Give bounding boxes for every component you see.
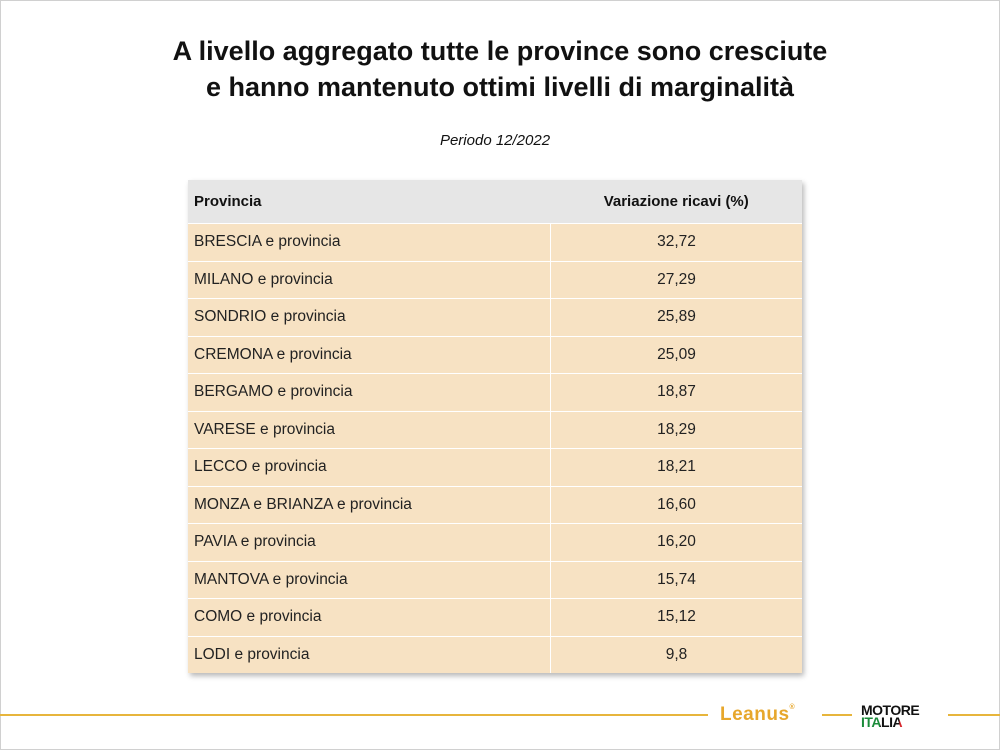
slide-title: A livello aggregato tutte le province so… <box>0 33 1000 105</box>
cell-provincia: LECCO e provincia <box>188 448 551 486</box>
cell-provincia: LODI e provincia <box>188 635 551 673</box>
cell-provincia: MONZA e BRIANZA e provincia <box>188 485 551 524</box>
slide-subtitle: Periodo 12/2022 <box>439 132 551 149</box>
footer-divider-right <box>948 714 1000 716</box>
cell-provincia: SONDRIO e provincia <box>188 298 551 336</box>
title-line-2: e hanno mantenuto ottimi livelli di marg… <box>205 72 795 102</box>
cell-provincia: BERGAMO e provincia <box>188 373 551 411</box>
cell-provincia: COMO e provincia <box>188 598 551 636</box>
motore-logo-line-1: MOTORE <box>861 702 920 718</box>
cell-provincia: VARESE e provincia <box>188 410 551 449</box>
table-body: BRESCIA e provincia 32,72 MILANO e provinc… <box>188 223 802 673</box>
table-row: LECCO e provincia 18,21 <box>188 448 802 486</box>
table-row: LODI e provincia 9,8 <box>188 635 802 673</box>
leanus-logo-text: Leanus <box>720 704 790 725</box>
footer-divider-left <box>0 714 708 716</box>
table-row: VARESE e provincia 18,29 <box>188 410 802 449</box>
cell-provincia: PAVIA e provincia <box>188 523 551 561</box>
footer-divider-middle <box>822 714 852 716</box>
cell-provincia: BRESCIA e provincia <box>188 223 551 261</box>
cell-provincia: CREMONA e provincia <box>188 335 551 374</box>
cell-variazione: 16,60 <box>550 485 802 524</box>
table-row: MILANO e provincia 27,29 <box>188 260 802 299</box>
registered-mark: ® <box>789 704 796 711</box>
motore-italia-logo: MOTORE ITALIA <box>861 702 920 729</box>
cell-variazione: 18,21 <box>550 448 802 486</box>
table-row: CREMONA e provincia 25,09 <box>188 335 802 374</box>
table-row: BRESCIA e provincia 32,72 <box>188 223 802 261</box>
cell-variazione: 15,74 <box>550 560 802 599</box>
header-provincia: Provincia <box>188 180 551 224</box>
cell-variazione: 25,89 <box>550 298 802 336</box>
table-row: MONZA e BRIANZA e provincia 16,60 <box>188 485 802 524</box>
province-table: Provincia Variazione ricavi (%) BRESCIA … <box>188 180 802 673</box>
cell-variazione: 18,29 <box>550 410 802 449</box>
motore-logo-line-2: ITALIA <box>861 715 919 729</box>
cell-variazione: 27,29 <box>550 260 802 299</box>
cell-variazione: 9,8 <box>550 635 802 673</box>
cell-variazione: 18,87 <box>550 373 802 411</box>
cell-variazione: 16,20 <box>550 523 802 561</box>
table-row: BERGAMO e provincia 18,87 <box>188 373 802 411</box>
table-row: COMO e provincia 15,12 <box>188 598 802 636</box>
leanus-logo: Leanus® <box>720 704 795 726</box>
table-row: PAVIA e provincia 16,20 <box>188 523 802 561</box>
cell-variazione: 25,09 <box>550 335 802 374</box>
title-line-1: A livello aggregato tutte le province so… <box>172 36 828 66</box>
table-header-row: Provincia Variazione ricavi (%) <box>188 180 802 224</box>
cell-provincia: MILANO e provincia <box>188 260 551 299</box>
table-row: MANTOVA e provincia 15,74 <box>188 560 802 599</box>
cell-variazione: 15,12 <box>550 598 802 636</box>
province-table-container: Provincia Variazione ricavi (%) BRESCIA … <box>188 180 802 673</box>
header-variazione: Variazione ricavi (%) <box>550 180 802 224</box>
table-row: SONDRIO e provincia 25,89 <box>188 298 802 336</box>
cell-provincia: MANTOVA e provincia <box>188 560 551 599</box>
cell-variazione: 32,72 <box>550 223 802 261</box>
